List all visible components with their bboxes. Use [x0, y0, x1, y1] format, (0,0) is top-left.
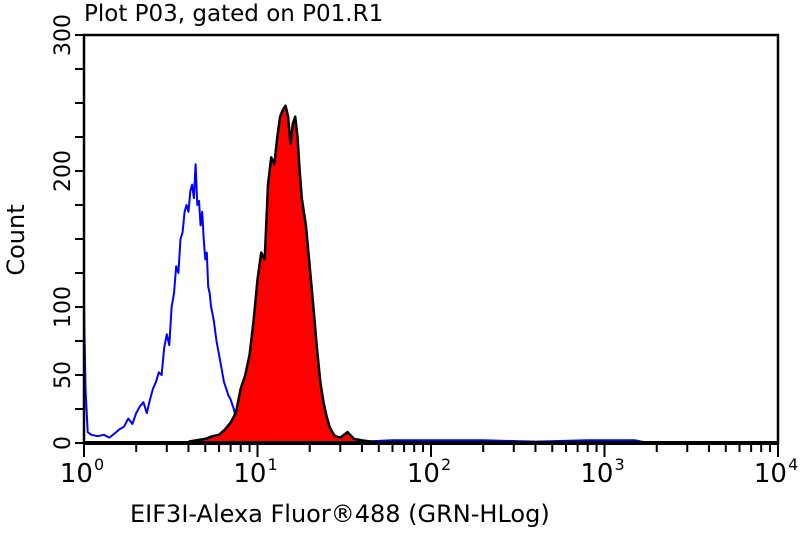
series-line-0: [83, 163, 649, 444]
y-tick-label: 50: [51, 361, 76, 389]
x-tick-label: 103: [580, 455, 624, 489]
x-tick-label: 102: [407, 455, 451, 489]
y-axis: 0 50 100 200 300: [51, 14, 84, 450]
y-tick-label: 300: [51, 14, 76, 56]
series-layer: [83, 104, 649, 445]
x-axis: 100 101 102 103 104: [60, 443, 798, 489]
chart-title: Plot P03, gated on P01.R1: [84, 1, 384, 27]
x-tick-label: 100: [60, 455, 104, 489]
y-tick-label: 0: [51, 436, 76, 450]
series-fill-1: [188, 105, 379, 443]
series-outline-1: [188, 104, 380, 445]
x-tick-label: 101: [233, 455, 277, 489]
x-axis-label: EIF3I-Alexa Fluor®488 (GRN-HLog): [130, 500, 550, 528]
y-tick-label: 200: [51, 150, 76, 192]
plot-frame: [82, 33, 780, 445]
y-tick-label: 100: [51, 286, 76, 328]
x-tick-label: 104: [754, 455, 798, 489]
